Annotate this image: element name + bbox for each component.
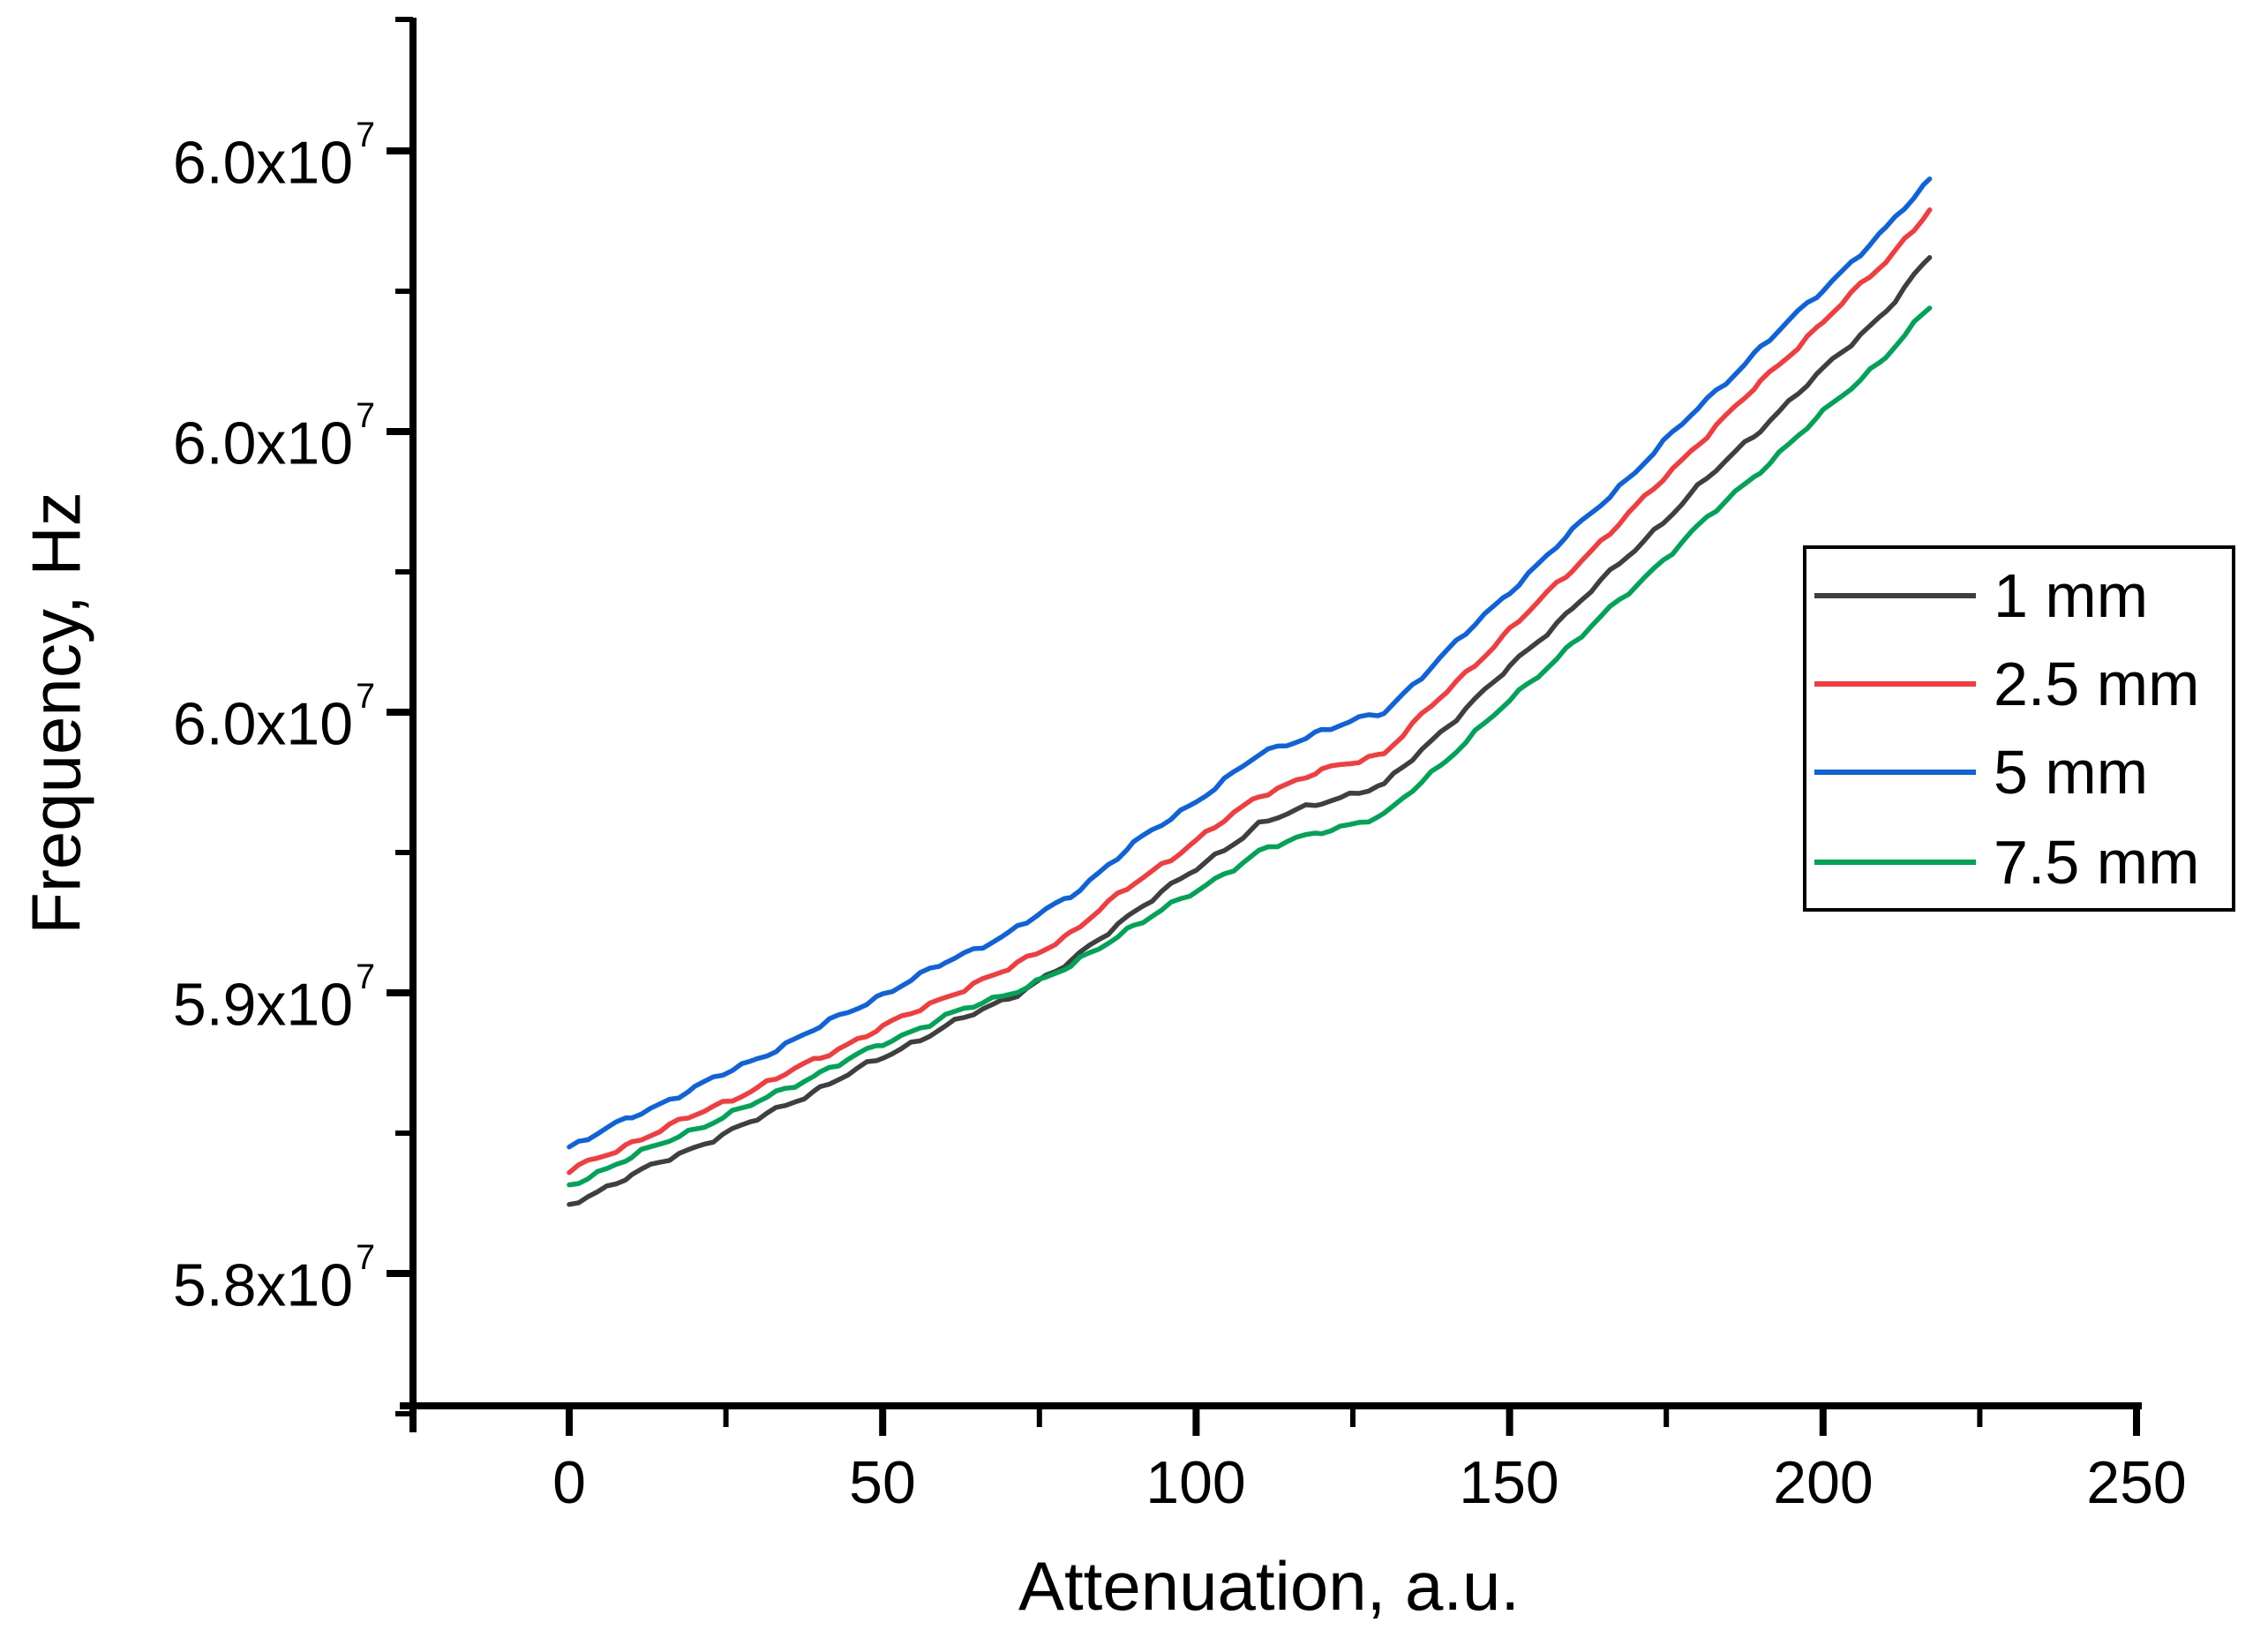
y-tick-mantissa: 6.0x10 (172, 129, 354, 197)
x-axis-title: Attenuation, a.u. (1018, 1547, 1521, 1625)
legend-line-sample-5mm (1814, 770, 1976, 775)
y-axis-spine (409, 18, 417, 1432)
y-tick-mantissa: 6.0x10 (172, 690, 354, 758)
legend-label-1mm: 1 mm (1994, 561, 2148, 630)
y-axis-title: Frequency, Hz (17, 492, 95, 935)
y-tick-exponent: 7 (356, 1238, 375, 1278)
y-tick-exponent: 7 (356, 677, 375, 717)
y-tick-mantissa: 6.0x10 (172, 409, 354, 477)
x-minor-tick (1350, 1409, 1356, 1427)
y-minor-tick (395, 850, 413, 855)
x-major-tick (1819, 1409, 1827, 1436)
legend-entry-7-5mm: 7.5 mm (1806, 821, 2232, 904)
x-tick-label-3: 150 (1459, 1449, 1559, 1516)
x-minor-tick (409, 1409, 416, 1427)
x-minor-tick (1036, 1409, 1042, 1427)
x-tick-label-4: 200 (1773, 1449, 1874, 1516)
x-major-tick (566, 1409, 573, 1436)
x-major-tick (2133, 1409, 2140, 1436)
legend-label-7-5mm: 7.5 mm (1994, 828, 2200, 897)
series-line-1-mm (567, 255, 1933, 1207)
x-minor-tick (723, 1409, 729, 1427)
y-major-tick (387, 428, 413, 435)
legend-label-2-5mm: 2.5 mm (1994, 650, 2200, 718)
legend: 1 mm 2.5 mm 5 mm 7.5 mm (1803, 545, 2235, 912)
y-minor-tick (395, 1130, 413, 1136)
legend-line-sample-7-5mm (1814, 860, 1976, 865)
y-major-tick (387, 147, 413, 154)
y-tick-label-3: 5.9x107 (75, 952, 375, 1038)
y-tick-label-1: 6.0x107 (75, 391, 375, 477)
legend-entry-5mm: 5 mm (1806, 731, 2232, 814)
y-tick-label-4: 5.8x107 (75, 1233, 375, 1318)
x-major-tick (879, 1409, 887, 1436)
y-minor-tick (395, 289, 413, 294)
x-tick-label-0: 0 (552, 1449, 586, 1516)
x-tick-label-1: 50 (849, 1449, 916, 1516)
x-tick-label-2: 100 (1145, 1449, 1246, 1516)
series-line-2-5-mm (567, 207, 1933, 1176)
y-tick-exponent: 7 (356, 116, 375, 155)
y-major-tick (387, 989, 413, 996)
y-minor-tick (395, 17, 413, 22)
y-tick-label-0: 6.0x107 (75, 110, 375, 196)
y-tick-label-2: 6.0x107 (75, 672, 375, 757)
y-tick-exponent: 7 (356, 396, 375, 436)
series-line-7-5-mm (567, 305, 1933, 1188)
x-minor-tick (1663, 1409, 1670, 1427)
y-major-tick (387, 709, 413, 716)
legend-entry-1mm: 1 mm (1806, 554, 2232, 637)
x-tick-label-5: 250 (2086, 1449, 2187, 1516)
series-line-5-mm (567, 177, 1933, 1150)
legend-line-sample-2-5mm (1814, 681, 1976, 687)
x-major-tick (1192, 1409, 1200, 1436)
y-tick-mantissa: 5.9x10 (172, 971, 354, 1039)
y-tick-exponent: 7 (356, 958, 375, 997)
y-minor-tick (395, 1411, 413, 1416)
y-major-tick (387, 1270, 413, 1277)
legend-label-5mm: 5 mm (1994, 738, 2148, 807)
x-axis-spine (400, 1402, 2142, 1409)
x-minor-tick (1977, 1409, 1983, 1427)
legend-line-sample-1mm (1814, 593, 1976, 598)
x-major-tick (1506, 1409, 1513, 1436)
y-minor-tick (395, 569, 413, 575)
legend-entry-2-5mm: 2.5 mm (1806, 642, 2232, 725)
y-tick-mantissa: 5.8x10 (172, 1251, 354, 1319)
